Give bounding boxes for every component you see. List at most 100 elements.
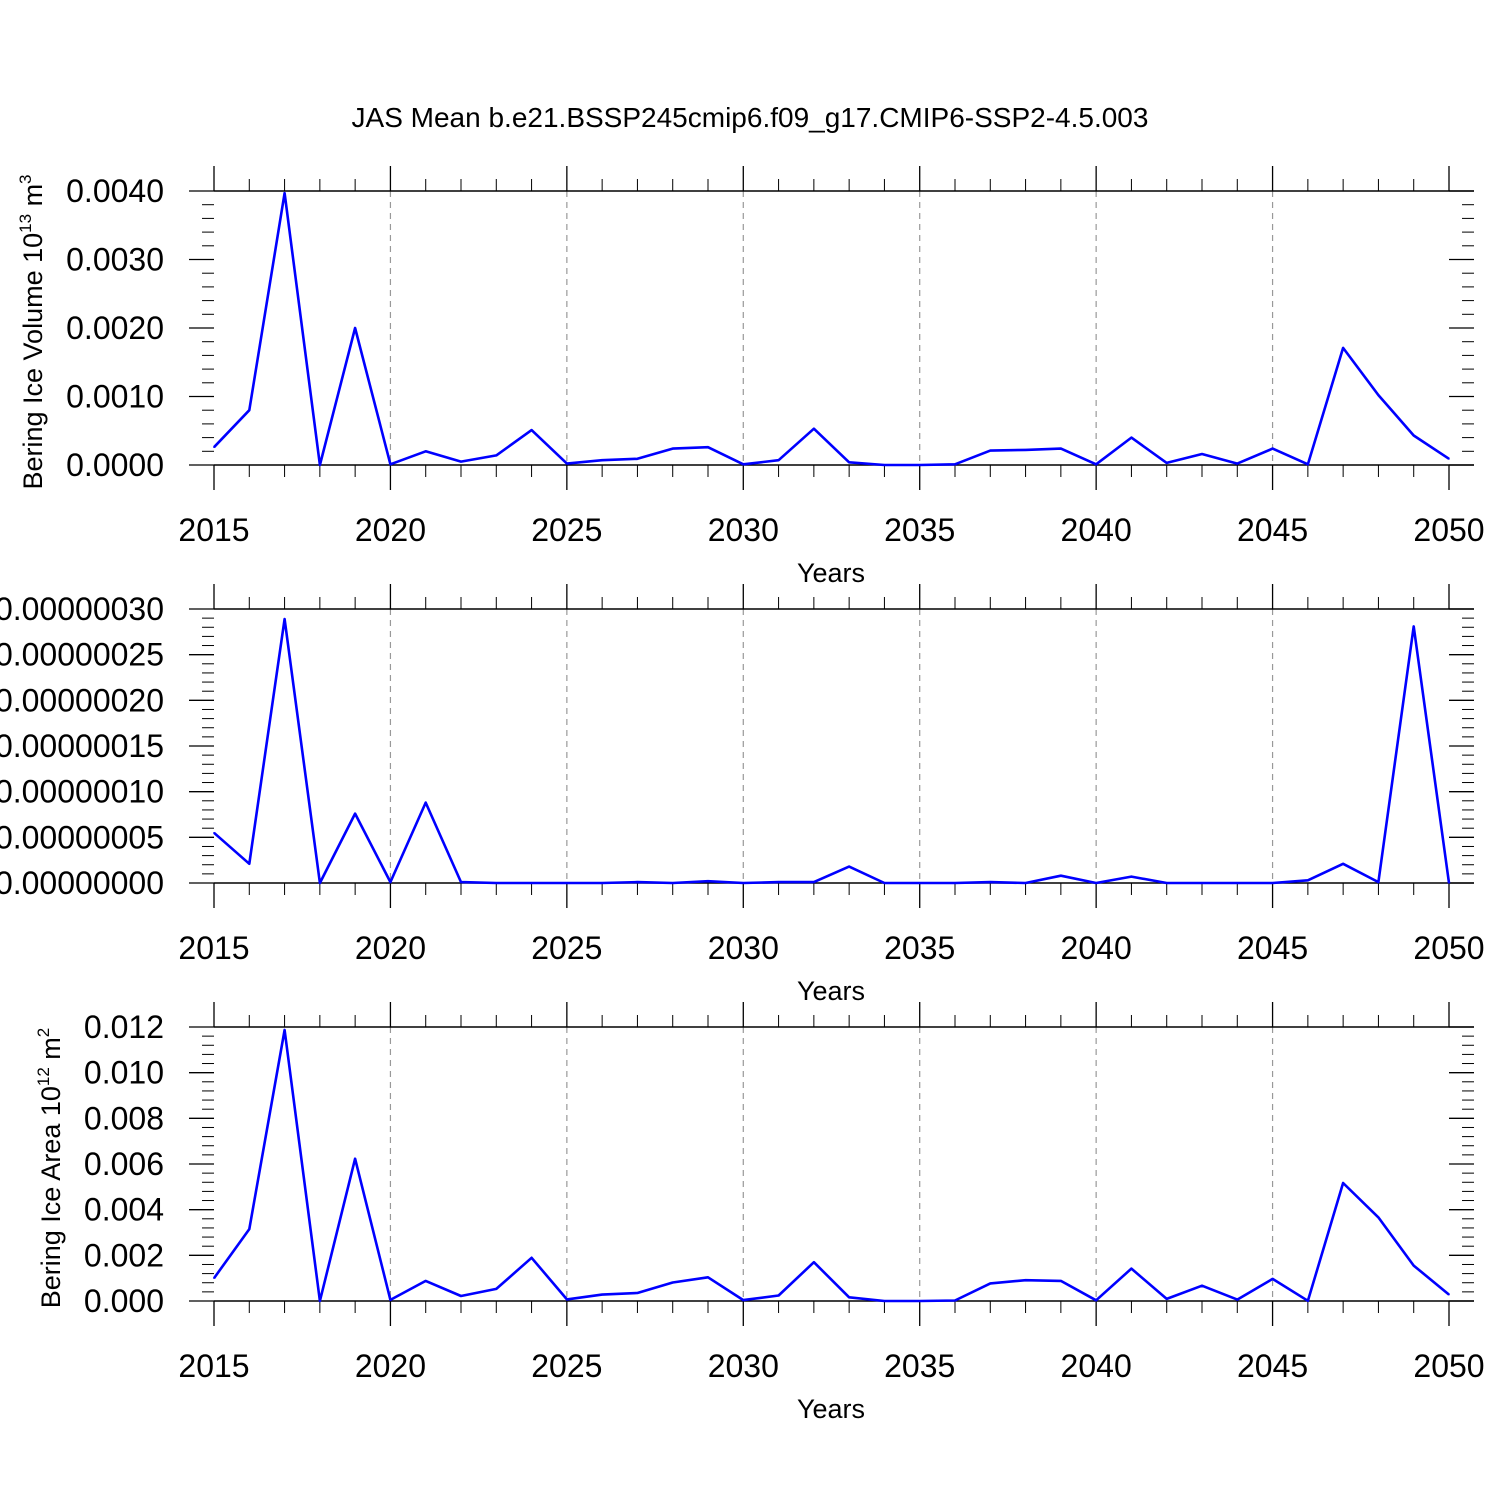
data-point — [954, 463, 956, 466]
x-tick-label: 2030 — [708, 1348, 779, 1384]
data-point — [1024, 449, 1027, 451]
data-point — [1165, 462, 1168, 464]
data-point — [883, 882, 886, 884]
y-tick-label: 0.00000020 — [0, 682, 164, 718]
data-point — [1412, 625, 1415, 628]
data-point — [1448, 1293, 1450, 1296]
data-point — [424, 801, 427, 804]
data-point — [495, 454, 498, 457]
y-tick-label: 0.0020 — [66, 310, 164, 346]
data-point — [460, 460, 462, 463]
data-point — [1271, 1278, 1274, 1280]
data-point — [213, 831, 215, 834]
y-tick-label: 0.000 — [84, 1283, 164, 1319]
data-point — [460, 1295, 462, 1297]
y-tick-label: 0.00000010 — [0, 774, 164, 810]
x-tick-label: 2030 — [708, 512, 779, 548]
x-tick-label: 2035 — [884, 512, 955, 548]
data-point — [1165, 1298, 1168, 1300]
data-series-line — [213, 617, 1451, 885]
data-point — [601, 1293, 603, 1296]
data-point — [1342, 1182, 1344, 1184]
data-point — [813, 427, 815, 430]
y-tick-label: 0.004 — [84, 1192, 164, 1228]
data-point — [1412, 1264, 1415, 1267]
x-tick-label: 2050 — [1413, 930, 1484, 966]
data-point — [777, 1294, 780, 1297]
data-point — [1377, 1216, 1380, 1219]
data-point — [1130, 436, 1133, 439]
data-point — [319, 1300, 321, 1302]
x-tick-label: 2015 — [178, 930, 249, 966]
x-tick-label: 2050 — [1413, 512, 1484, 548]
data-point — [1130, 1267, 1133, 1270]
data-point — [566, 462, 568, 465]
data-point — [1060, 447, 1062, 450]
data-point — [813, 1261, 815, 1263]
data-point — [954, 1299, 956, 1302]
data-point — [1095, 1299, 1097, 1302]
y-tick-label: 0.008 — [84, 1100, 164, 1136]
data-point — [636, 1292, 639, 1294]
data-point — [495, 882, 498, 884]
data-point — [1201, 1284, 1203, 1287]
data-point — [389, 1299, 392, 1301]
data-point — [601, 882, 603, 884]
chart-panels: 2015 2020 2025 2030 2035 2040 2045 2050 0.0000 0.… — [0, 166, 1485, 1424]
data-point — [707, 446, 709, 448]
data-point — [742, 1299, 745, 1301]
data-point — [1342, 863, 1344, 865]
data-point — [319, 464, 321, 466]
data-point — [671, 1281, 674, 1284]
y-tick-label: 0.00000030 — [0, 591, 164, 627]
x-tick-label: 2025 — [531, 1348, 602, 1384]
x-axis-label: Years — [797, 1394, 865, 1424]
data-point — [354, 327, 356, 329]
y-tick-label: 0.010 — [84, 1055, 164, 1091]
data-point — [742, 463, 745, 466]
x-tick-label: 2045 — [1237, 512, 1308, 548]
data-point — [1201, 882, 1203, 884]
x-tick-label: 2035 — [884, 930, 955, 966]
y-tick-label: 0.0010 — [66, 379, 164, 415]
data-series-line — [213, 191, 1450, 467]
data-point — [636, 881, 639, 883]
y-axis-label: Bering Ice Volume 1013 m3 — [16, 174, 48, 489]
data-point — [671, 882, 674, 884]
data-point — [1307, 1299, 1309, 1302]
x-tick-label: 2015 — [178, 1348, 249, 1384]
data-point — [1307, 463, 1309, 466]
data-point — [813, 881, 815, 883]
x-tick-label: 2045 — [1237, 1348, 1308, 1384]
x-tick-label: 2050 — [1413, 1348, 1484, 1384]
data-point — [1448, 882, 1450, 884]
data-point — [601, 459, 603, 462]
data-point — [1165, 882, 1168, 884]
y-tick-label: 0.0040 — [66, 173, 164, 209]
data-point — [248, 409, 251, 412]
y-tick-label: 0.0030 — [66, 242, 164, 278]
chart-panel-3: 2015 2020 2025 2030 2035 2040 2045 2050 0.000 0.0… — [34, 1002, 1485, 1424]
data-point — [319, 882, 321, 884]
chart-panel-2: 2015 2020 2025 2030 2035 2040 2045 2050 0.000000… — [0, 584, 1485, 1006]
x-tick-label: 2025 — [531, 930, 602, 966]
data-point — [989, 1282, 992, 1285]
data-point — [354, 812, 356, 815]
data-point — [1060, 1280, 1062, 1282]
data-point — [918, 464, 921, 466]
data-point — [918, 882, 921, 884]
y-tick-label: 0.00000025 — [0, 637, 164, 673]
data-point — [1024, 1279, 1027, 1282]
x-tick-label: 2020 — [355, 512, 426, 548]
data-point — [989, 881, 992, 883]
data-point — [707, 1276, 709, 1279]
data-point — [354, 1157, 356, 1160]
x-tick-label: 2040 — [1061, 1348, 1132, 1384]
data-point — [1271, 447, 1274, 450]
data-point — [1236, 462, 1239, 465]
y-tick-label: 0.006 — [84, 1146, 164, 1182]
data-point — [883, 464, 886, 466]
data-point — [530, 882, 533, 884]
data-point — [848, 865, 850, 868]
